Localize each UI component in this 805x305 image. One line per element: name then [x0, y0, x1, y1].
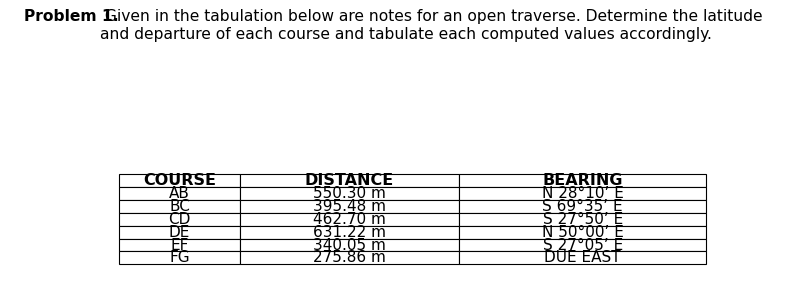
Text: BC: BC	[169, 199, 190, 214]
Bar	[460, 252, 706, 264]
Bar	[240, 252, 460, 264]
Text: Problem 1.: Problem 1.	[24, 9, 119, 24]
Text: 631.22 m: 631.22 m	[313, 224, 386, 240]
Text: 395.48 m: 395.48 m	[313, 199, 386, 214]
Text: FG: FG	[169, 250, 190, 265]
Bar	[460, 200, 706, 213]
Bar	[460, 239, 706, 252]
Text: N 50°00’ E: N 50°00’ E	[542, 224, 624, 240]
Bar	[240, 213, 460, 226]
Bar	[119, 226, 240, 239]
Text: 462.70 m: 462.70 m	[313, 212, 386, 227]
Bar	[119, 213, 240, 226]
Text: S 27°05’ E: S 27°05’ E	[543, 238, 623, 253]
Bar	[460, 213, 706, 226]
Text: DUE EAST: DUE EAST	[544, 250, 621, 265]
Text: AB: AB	[169, 186, 190, 201]
Text: Given in the tabulation below are notes for an open traverse. Determine the lati: Given in the tabulation below are notes …	[100, 9, 762, 41]
Bar	[119, 174, 240, 187]
Text: S 27°50’ E: S 27°50’ E	[543, 212, 623, 227]
Text: CD: CD	[168, 212, 191, 227]
Bar	[460, 174, 706, 187]
Bar	[240, 200, 460, 213]
Text: 340.05 m: 340.05 m	[313, 238, 386, 253]
Bar	[460, 226, 706, 239]
Text: S 69°35’ E: S 69°35’ E	[543, 199, 623, 214]
Text: 275.86 m: 275.86 m	[313, 250, 386, 265]
Text: BEARING: BEARING	[543, 173, 623, 188]
Bar	[119, 200, 240, 213]
Bar	[240, 187, 460, 200]
Bar	[240, 239, 460, 252]
Bar	[119, 239, 240, 252]
Text: EF: EF	[171, 238, 188, 253]
Bar	[240, 226, 460, 239]
Text: DE: DE	[169, 224, 190, 240]
Text: COURSE: COURSE	[143, 173, 216, 188]
Text: DISTANCE: DISTANCE	[305, 173, 394, 188]
Bar	[240, 174, 460, 187]
Text: N 28°10’ E: N 28°10’ E	[542, 186, 624, 201]
Text: 550.30 m: 550.30 m	[313, 186, 386, 201]
Bar	[119, 252, 240, 264]
Bar	[460, 187, 706, 200]
Bar	[119, 187, 240, 200]
